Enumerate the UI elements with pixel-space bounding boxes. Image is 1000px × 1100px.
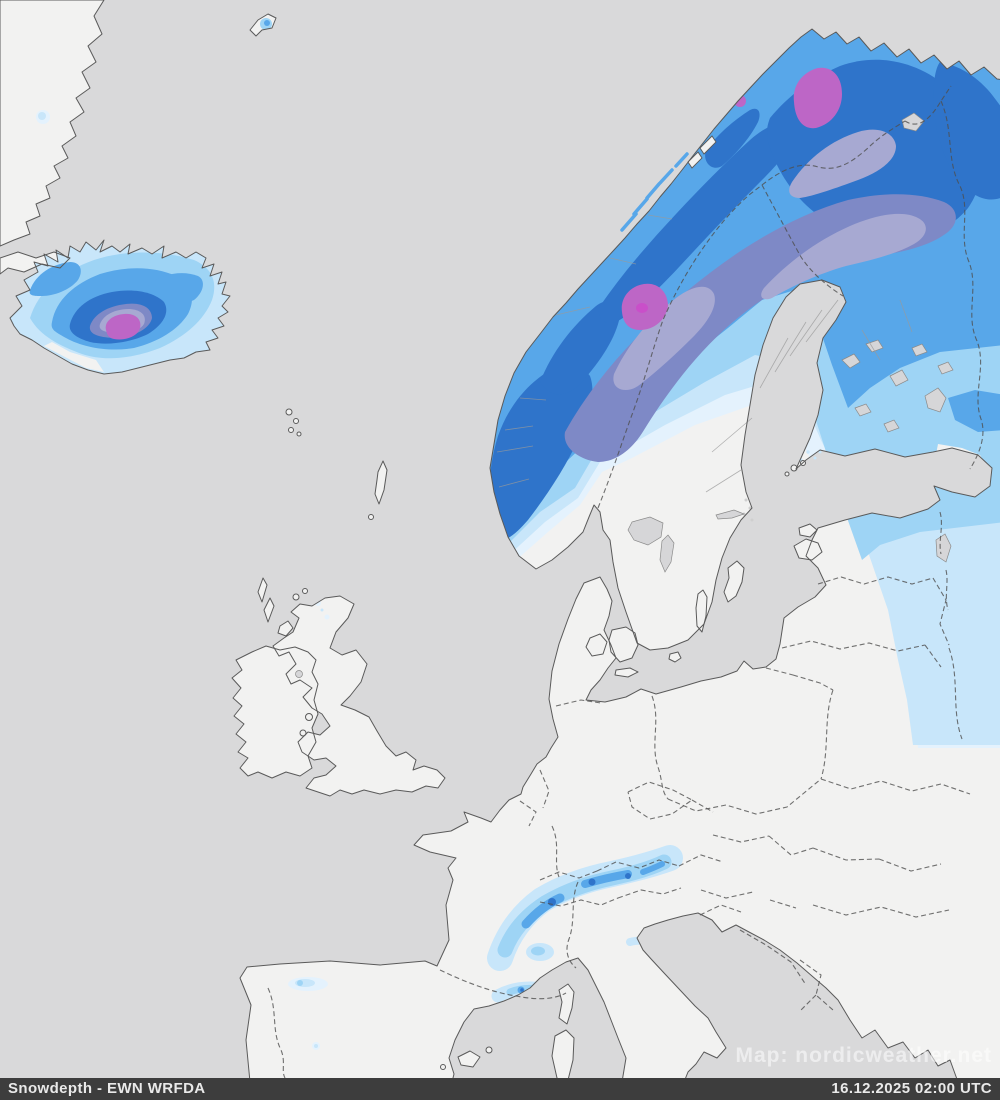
senja-island (699, 135, 717, 155)
info-bar: Snowdepth - EWN WRFDA 16.12.2025 02:00 U… (0, 1078, 1000, 1100)
snow-level6-region (564, 194, 956, 462)
map-timestamp: 16.12.2025 02:00 UTC (831, 1080, 992, 1097)
snow-level5-region (489, 365, 593, 541)
lakes (295, 112, 954, 678)
snow-level7-region (613, 286, 715, 390)
lofoten-islands (620, 152, 689, 232)
lake-inari (901, 112, 925, 132)
stockholm-archipelago (742, 498, 754, 522)
lough-neagh (295, 670, 303, 678)
watermark-text: Map: nordicweather.net (735, 1044, 992, 1067)
rivers (496, 214, 913, 493)
lake-vanern (627, 516, 664, 546)
map-title: Snowdepth - EWN WRFDA (8, 1080, 206, 1097)
snow-magenta-core-finnmark (793, 67, 842, 129)
lake-vattern (659, 534, 675, 573)
cantabrian-snow (288, 977, 328, 991)
iceland-snow (10, 240, 230, 374)
lake-peipus (935, 533, 952, 563)
